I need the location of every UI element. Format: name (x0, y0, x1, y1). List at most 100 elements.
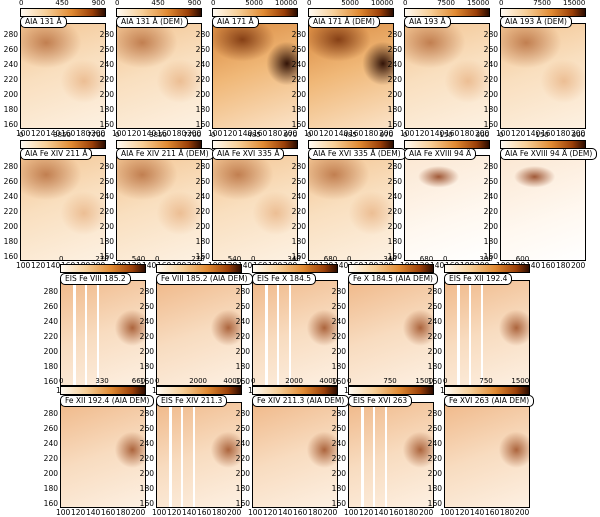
y-tick-label: 240 (331, 439, 346, 448)
colour-bar-tick: 0 (251, 255, 256, 263)
y-tick-label: 260 (3, 45, 18, 54)
y-tick-label: 200 (235, 469, 250, 478)
y-tick-label: 180 (387, 237, 402, 246)
y-tick-label: 180 (235, 484, 250, 493)
y-tick-label: 220 (387, 75, 402, 84)
x-tick-label: 200 (131, 508, 146, 517)
colour-bar-tick: 10000 (275, 0, 298, 7)
y-tick-label: 260 (235, 302, 250, 311)
x-tick-label: 120 (455, 508, 470, 517)
y-tick-label: 160 (139, 499, 154, 508)
colour-bar-tick: 485 (247, 131, 261, 139)
colour-bar (156, 386, 242, 395)
colour-bar (156, 264, 242, 273)
y-tick-label: 160 (235, 499, 250, 508)
y-tick-label: 160 (387, 252, 402, 261)
x-tick-label: 200 (323, 508, 338, 517)
colour-bar-tick: 3850 (149, 131, 168, 139)
y-tick-label: 280 (99, 162, 114, 171)
y-tick-label: 260 (291, 45, 306, 54)
y-tick-label: 180 (235, 362, 250, 371)
y-tick-label: 180 (195, 105, 210, 114)
colour-bar-tick: 0 (115, 131, 120, 139)
y-tick-label: 160 (195, 252, 210, 261)
colour-bar-tick: 0 (499, 0, 504, 7)
panel-label: AIA 193 Å (DEM) (500, 16, 572, 28)
solar-image (20, 155, 106, 261)
x-tick-label: 160 (349, 129, 364, 138)
y-tick-label: 220 (139, 454, 154, 463)
solar-image (500, 155, 586, 261)
colour-bar-tick: 2000 (189, 377, 208, 385)
y-tick-label: 160 (291, 252, 306, 261)
x-tick-label: 140 (142, 129, 157, 138)
y-tick-label: 220 (483, 75, 498, 84)
x-tick-label: 180 (308, 508, 323, 517)
y-tick-label: 280 (139, 409, 154, 418)
y-tick-label: 220 (427, 332, 442, 341)
colour-bar-tick: 0 (19, 0, 24, 7)
y-tick-label: 180 (331, 362, 346, 371)
x-tick-label: 160 (101, 508, 116, 517)
y-tick-label: 200 (235, 347, 250, 356)
solar-image (404, 155, 490, 261)
colour-bar-tick: 540 (227, 255, 242, 263)
y-tick-label: 240 (3, 192, 18, 201)
panel-label: AIA 193 Å (404, 16, 451, 28)
colour-bar-tick: 4000 (319, 377, 338, 385)
colour-bar-tick: 7700 (183, 131, 202, 139)
y-tick-label: 280 (3, 30, 18, 39)
y-tick-label: 220 (331, 332, 346, 341)
x-tick-label: 160 (541, 261, 556, 270)
y-tick-label: 160 (3, 252, 18, 261)
data-gap (289, 281, 291, 385)
panel-label: AIA 131 Å (DEM) (116, 16, 188, 28)
y-tick-label: 180 (291, 237, 306, 246)
data-gap (277, 281, 279, 385)
panel-label: EIS Fe VIII 185.2 (60, 273, 131, 285)
data-gap (481, 281, 483, 385)
data-gap (73, 281, 76, 385)
colour-bar (252, 264, 338, 273)
solar-image (212, 155, 298, 261)
y-tick-label: 220 (99, 207, 114, 216)
y-tick-label: 200 (139, 469, 154, 478)
y-tick-label: 180 (427, 362, 442, 371)
colour-bar-tick: 0 (251, 377, 256, 385)
colour-bar-tick: 0 (115, 0, 120, 7)
colour-bar (348, 264, 434, 273)
y-tick-label: 240 (291, 192, 306, 201)
y-tick-label: 240 (331, 317, 346, 326)
data-gap (193, 403, 195, 507)
colour-bar-tick: 1500 (511, 377, 530, 385)
colour-bar-tick: 4000 (223, 377, 242, 385)
x-tick-label: 180 (500, 508, 515, 517)
y-tick-label: 240 (427, 439, 442, 448)
colour-bar-tick: 10000 (371, 0, 394, 7)
y-tick-label: 160 (427, 377, 442, 386)
panel-label: AIA Fe XIV 211 Å (DEM) (116, 148, 214, 160)
y-tick-label: 240 (387, 60, 402, 69)
y-tick-label: 180 (331, 484, 346, 493)
colour-bar-tick: 7500 (533, 0, 552, 7)
colour-bar-tick: 0 (307, 0, 312, 7)
y-tick-label: 280 (483, 162, 498, 171)
y-tick-label: 160 (483, 120, 498, 129)
y-tick-label: 280 (291, 162, 306, 171)
data-gap (361, 403, 364, 507)
y-tick-label: 180 (483, 105, 498, 114)
y-tick-label: 260 (99, 45, 114, 54)
colour-bar-tick: 450 (151, 0, 165, 7)
y-tick-label: 180 (99, 237, 114, 246)
colour-bar-tick: 7500 (437, 0, 456, 7)
x-tick-label: 160 (389, 508, 404, 517)
colour-bar-tick: 3850 (53, 131, 72, 139)
y-tick-label: 160 (387, 120, 402, 129)
panel-label: Fe XII 192.4 (AIA DEM) (60, 395, 155, 407)
colour-bar-tick: 0 (347, 377, 352, 385)
y-tick-label: 200 (99, 222, 114, 231)
colour-bar-tick: 660 (131, 377, 146, 385)
data-gap (169, 403, 172, 507)
y-tick-label: 180 (43, 362, 58, 371)
colour-bar-tick: 0 (59, 377, 64, 385)
